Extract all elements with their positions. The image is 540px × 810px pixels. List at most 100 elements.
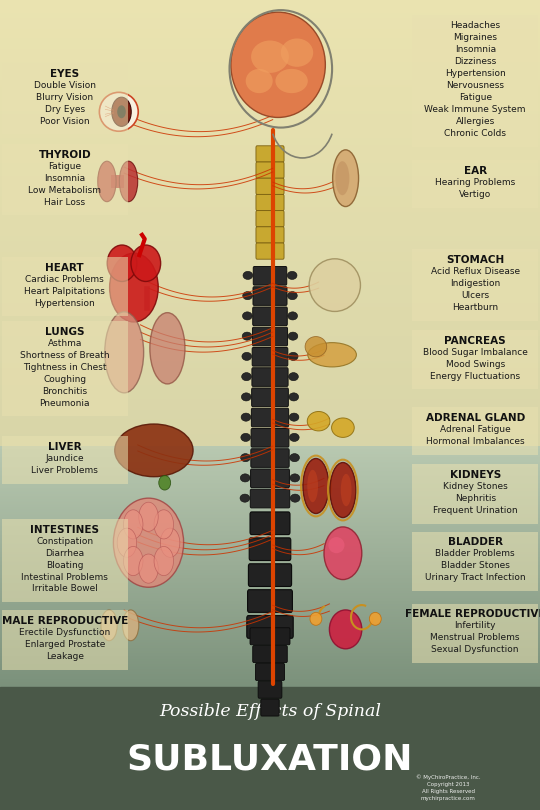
Bar <box>0 624 540 625</box>
Text: Nervousness: Nervousness <box>446 81 504 90</box>
Bar <box>0 625 540 627</box>
Text: Menstrual Problems: Menstrual Problems <box>430 633 520 642</box>
FancyBboxPatch shape <box>255 663 285 680</box>
Bar <box>0 160 540 163</box>
Bar <box>0 480 540 481</box>
FancyBboxPatch shape <box>253 287 287 305</box>
Ellipse shape <box>242 332 252 340</box>
Bar <box>0 94 540 96</box>
Bar <box>0 557 540 559</box>
Text: Shortness of Breath: Shortness of Breath <box>20 351 110 360</box>
Ellipse shape <box>241 433 251 441</box>
Bar <box>0 194 540 196</box>
Bar <box>0 580 540 582</box>
Bar <box>0 446 540 447</box>
Bar <box>0 541 540 543</box>
Bar <box>0 209 540 211</box>
Ellipse shape <box>107 245 137 282</box>
Bar <box>0 42 540 45</box>
Bar <box>0 0 540 2</box>
Ellipse shape <box>99 92 138 131</box>
Text: Sexual Dysfunction: Sexual Dysfunction <box>431 646 519 654</box>
Bar <box>0 530 540 531</box>
Bar <box>0 80 540 83</box>
Text: Ulcers: Ulcers <box>461 291 489 301</box>
Bar <box>0 410 540 412</box>
Bar <box>0 303 540 305</box>
Ellipse shape <box>113 498 184 587</box>
Bar <box>0 196 540 198</box>
Bar <box>0 522 540 523</box>
Bar <box>0 198 540 201</box>
Bar <box>0 515 540 517</box>
FancyBboxPatch shape <box>258 681 282 698</box>
Bar <box>0 262 540 265</box>
Bar <box>0 394 540 397</box>
Bar <box>0 512 540 514</box>
Bar <box>0 546 540 548</box>
Bar <box>0 632 540 633</box>
FancyBboxPatch shape <box>256 178 284 194</box>
FancyBboxPatch shape <box>261 699 279 716</box>
Ellipse shape <box>243 292 252 300</box>
Bar <box>0 369 540 372</box>
Text: Jaundice: Jaundice <box>45 454 84 463</box>
Bar <box>0 47 540 49</box>
Bar <box>0 113 540 116</box>
Bar <box>0 473 540 475</box>
Bar <box>0 252 540 254</box>
Bar <box>0 556 540 557</box>
Bar <box>0 677 540 679</box>
Text: BLADDER: BLADDER <box>448 537 503 548</box>
Text: Bladder Stones: Bladder Stones <box>441 561 510 570</box>
Bar <box>0 220 540 223</box>
Bar <box>0 604 540 606</box>
Bar <box>0 172 540 174</box>
Text: Kidney Stones: Kidney Stones <box>443 482 508 491</box>
Bar <box>0 403 540 406</box>
Bar <box>0 89 540 92</box>
Circle shape <box>139 554 158 583</box>
Ellipse shape <box>241 393 251 401</box>
Bar <box>0 232 540 234</box>
Text: PANCREAS: PANCREAS <box>444 335 506 346</box>
Bar <box>0 372 540 374</box>
Bar <box>0 270 540 272</box>
Bar <box>0 154 540 156</box>
Text: Hypertension: Hypertension <box>445 69 505 78</box>
Ellipse shape <box>305 337 327 356</box>
Text: SUBLUXATION: SUBLUXATION <box>127 743 413 777</box>
Text: Dry Eyes: Dry Eyes <box>45 104 85 114</box>
Text: Insomnia: Insomnia <box>44 174 85 183</box>
Ellipse shape <box>241 413 251 421</box>
Bar <box>0 578 540 580</box>
Bar <box>0 274 540 276</box>
Ellipse shape <box>251 40 289 73</box>
Bar <box>0 305 540 308</box>
FancyBboxPatch shape <box>412 603 538 663</box>
Ellipse shape <box>369 612 381 625</box>
Bar <box>0 71 540 74</box>
FancyBboxPatch shape <box>248 564 292 586</box>
Bar <box>0 176 540 178</box>
Text: THYROID: THYROID <box>38 150 91 160</box>
Bar <box>0 388 540 390</box>
Bar <box>0 339 540 341</box>
Ellipse shape <box>289 454 299 462</box>
Circle shape <box>117 105 126 118</box>
Ellipse shape <box>289 393 299 401</box>
FancyBboxPatch shape <box>2 63 128 134</box>
Bar <box>0 18 540 20</box>
Bar <box>0 247 540 249</box>
Ellipse shape <box>131 245 161 282</box>
FancyBboxPatch shape <box>252 347 288 366</box>
Text: Blood Sugar Imbalance: Blood Sugar Imbalance <box>423 347 528 356</box>
Bar <box>0 379 540 381</box>
FancyBboxPatch shape <box>253 307 287 326</box>
Bar <box>0 497 540 499</box>
Ellipse shape <box>287 271 297 279</box>
FancyBboxPatch shape <box>253 646 287 663</box>
Bar <box>0 544 540 546</box>
Bar <box>0 491 540 492</box>
FancyBboxPatch shape <box>250 512 290 535</box>
